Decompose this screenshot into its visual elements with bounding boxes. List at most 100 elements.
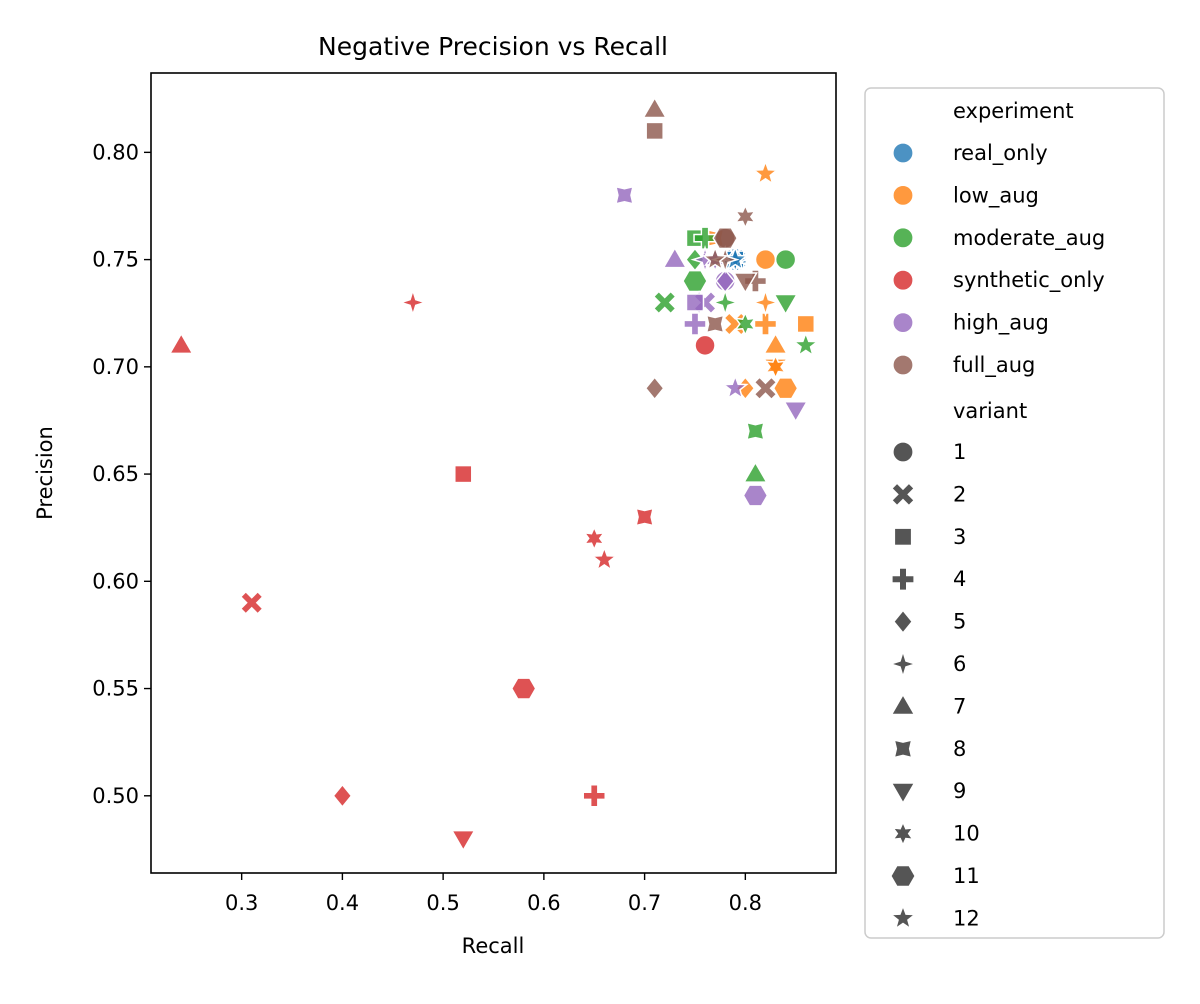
data-point xyxy=(450,829,476,852)
data-point xyxy=(652,290,677,315)
series-high_aug xyxy=(614,185,809,507)
legend-marker xyxy=(892,269,914,291)
legend-marker xyxy=(891,567,915,591)
data-point xyxy=(715,268,736,294)
legend-marker xyxy=(892,227,914,249)
data-point xyxy=(773,293,799,316)
legend-item-label: 9 xyxy=(953,779,966,803)
legend: experiment variant real_only low_augmoder… xyxy=(864,87,1165,939)
data-point xyxy=(774,248,797,271)
y-axis-label: Precision xyxy=(33,426,57,520)
data-point xyxy=(454,464,473,484)
data-point xyxy=(752,159,779,186)
y-tick-label: 0.65 xyxy=(92,462,139,486)
x-tick-label: 0.7 xyxy=(628,891,661,915)
legend-item-label: 10 xyxy=(953,822,980,846)
data-point xyxy=(693,226,717,250)
data-point xyxy=(705,314,725,334)
legend-hue-title: experiment xyxy=(953,99,1074,123)
legend-item-label: low_aug xyxy=(953,183,1039,208)
legend-marker xyxy=(892,142,914,164)
legend-item-label: 3 xyxy=(953,525,966,549)
legend-item-label: synthetic_only xyxy=(953,268,1105,293)
series-moderate_aug xyxy=(652,226,820,483)
y-tick-label: 0.80 xyxy=(92,140,139,164)
data-point xyxy=(583,525,606,552)
data-point xyxy=(753,376,778,401)
chart-title: Negative Precision vs Recall xyxy=(318,32,668,61)
legend-marker xyxy=(889,904,917,930)
data-point xyxy=(734,311,757,337)
legend-item-label: high_aug xyxy=(953,311,1049,336)
legend-marker xyxy=(891,482,915,507)
data-point xyxy=(750,287,781,318)
x-tick-label: 0.5 xyxy=(426,891,459,915)
x-tick-label: 0.6 xyxy=(527,891,560,915)
legend-item-label: 8 xyxy=(953,737,966,761)
y-tick-label: 0.60 xyxy=(92,569,139,593)
legend-item-label: moderate_aug xyxy=(953,226,1105,251)
legend-item-label: 7 xyxy=(953,694,966,718)
legend-marker xyxy=(890,782,916,804)
data-point xyxy=(772,377,799,400)
legend-marker xyxy=(888,649,918,679)
legend-item-label: 6 xyxy=(953,652,966,676)
data-point xyxy=(685,293,705,312)
legend-item-label: 5 xyxy=(953,610,966,634)
x-axis-label: Recall xyxy=(462,934,525,958)
data-point xyxy=(792,331,820,357)
data-point xyxy=(764,353,787,380)
legend-item-label: 12 xyxy=(953,906,980,930)
data-point xyxy=(662,246,688,269)
data-point xyxy=(763,332,789,355)
legend-marker xyxy=(892,821,914,847)
data-point xyxy=(734,203,757,230)
legend-item-label: 2 xyxy=(953,482,966,506)
data-point xyxy=(645,121,664,141)
data-points xyxy=(168,96,820,852)
legend-marker xyxy=(890,865,916,887)
data-point xyxy=(582,784,606,808)
series-synthetic_only xyxy=(168,287,716,852)
legend-marker xyxy=(892,441,914,463)
data-point xyxy=(398,287,428,318)
data-point xyxy=(332,783,353,808)
data-point xyxy=(783,400,809,423)
data-point xyxy=(682,269,708,293)
legend-item-label: real_only xyxy=(953,141,1048,166)
data-point xyxy=(642,96,668,119)
x-axis: 0.3 0.4 0.5 0.6 0.7 0.8 xyxy=(225,873,762,915)
data-point xyxy=(732,272,758,295)
x-tick-label: 0.8 xyxy=(729,891,762,915)
y-tick-label: 0.75 xyxy=(92,248,139,272)
data-point xyxy=(796,314,816,334)
data-point xyxy=(754,248,777,271)
legend-item-label: 1 xyxy=(953,440,966,464)
y-tick-label: 0.70 xyxy=(92,355,139,379)
y-tick-label: 0.55 xyxy=(92,677,139,701)
legend-marker xyxy=(893,739,913,759)
data-point xyxy=(168,332,194,355)
data-point xyxy=(712,227,739,250)
data-point xyxy=(721,374,749,400)
legend-marker xyxy=(892,184,914,206)
data-point xyxy=(745,421,765,441)
data-point xyxy=(644,376,665,401)
legend-frame xyxy=(864,87,1165,939)
data-point xyxy=(510,677,537,700)
plot-frame xyxy=(150,72,837,874)
x-tick-label: 0.4 xyxy=(326,891,359,915)
legend-item-label: 11 xyxy=(953,864,980,888)
legend-marker xyxy=(892,354,914,376)
data-point xyxy=(742,484,769,507)
data-point xyxy=(590,545,618,572)
y-axis: 0.50 0.55 0.60 0.65 0.70 0.75 0.80 xyxy=(92,140,151,808)
legend-style-title: variant xyxy=(953,399,1027,423)
legend-item-label: 4 xyxy=(953,567,966,591)
legend-marker xyxy=(890,693,916,716)
data-point xyxy=(683,312,707,336)
data-point xyxy=(694,334,716,357)
x-tick-label: 0.3 xyxy=(225,891,258,915)
